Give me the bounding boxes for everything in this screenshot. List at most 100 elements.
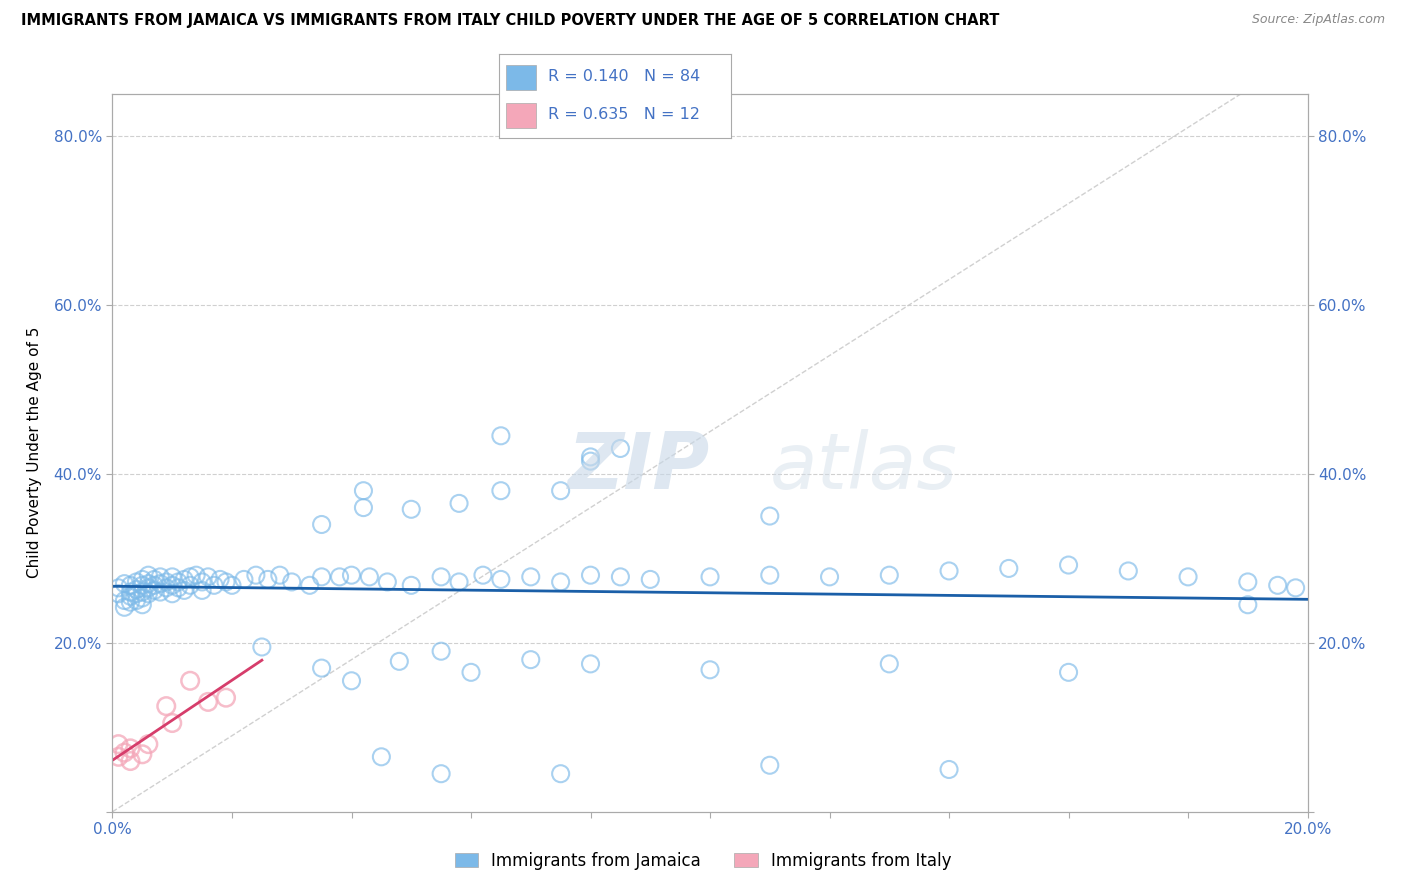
Point (162, 716, 183, 731)
Point (179, 673, 201, 688)
Point (114, 593, 135, 607)
Point (579, 568, 602, 582)
Point (138, 576, 160, 591)
Point (131, 747, 153, 762)
Point (179, 570, 201, 584)
FancyBboxPatch shape (506, 64, 536, 90)
Point (269, 568, 291, 582)
Point (1237, 598, 1260, 612)
Point (520, 653, 543, 667)
Text: ZIP: ZIP (567, 429, 709, 505)
Point (281, 574, 304, 589)
Point (138, 568, 160, 582)
Point (107, 587, 129, 601)
Point (699, 663, 721, 677)
Point (125, 574, 148, 589)
Point (120, 754, 142, 768)
Point (1267, 578, 1289, 592)
Point (114, 600, 135, 615)
Point (579, 657, 602, 671)
Point (138, 581, 160, 595)
Point (1057, 665, 1080, 680)
Point (120, 585, 142, 599)
Point (138, 737, 160, 751)
Point (401, 578, 423, 592)
Point (550, 483, 572, 498)
Point (162, 578, 183, 592)
Point (449, 496, 471, 510)
Point (186, 568, 208, 582)
Point (149, 585, 172, 599)
Point (1118, 564, 1140, 578)
Point (149, 570, 172, 584)
Point (879, 657, 901, 671)
Point (131, 578, 153, 592)
Point (114, 576, 135, 591)
Point (359, 570, 381, 584)
Point (489, 573, 512, 587)
Point (998, 561, 1021, 575)
Point (245, 568, 267, 582)
Text: atlas: atlas (770, 429, 957, 505)
Point (311, 517, 333, 532)
Point (167, 581, 190, 595)
Point (114, 746, 135, 760)
Point (120, 741, 142, 756)
Point (1285, 581, 1308, 595)
Point (472, 568, 495, 582)
Point (489, 429, 512, 443)
Point (197, 695, 219, 709)
Point (107, 737, 129, 751)
Point (143, 583, 166, 598)
Point (353, 500, 375, 515)
Point (155, 581, 177, 595)
Point (460, 665, 482, 680)
Point (155, 699, 177, 714)
Point (311, 570, 333, 584)
Point (579, 454, 602, 468)
Point (640, 573, 662, 587)
Point (120, 595, 142, 609)
Text: R = 0.140   N = 84: R = 0.140 N = 84 (548, 69, 700, 84)
Point (377, 574, 399, 589)
Point (143, 573, 166, 587)
Point (155, 574, 177, 589)
Point (233, 573, 256, 587)
Point (131, 585, 153, 599)
Point (579, 450, 602, 464)
Point (699, 570, 721, 584)
Point (759, 758, 782, 772)
Point (250, 640, 273, 654)
Point (120, 578, 142, 592)
Point (938, 564, 960, 578)
Point (107, 749, 129, 764)
Point (298, 578, 321, 592)
Point (215, 690, 238, 705)
Text: R = 0.635   N = 12: R = 0.635 N = 12 (548, 107, 700, 122)
FancyBboxPatch shape (506, 103, 536, 128)
Point (191, 583, 214, 598)
Point (257, 573, 280, 587)
Point (167, 574, 190, 589)
Point (430, 644, 453, 658)
Point (759, 509, 782, 524)
Point (162, 570, 183, 584)
Point (311, 661, 333, 675)
Point (162, 587, 183, 601)
Point (329, 570, 352, 584)
Point (125, 587, 148, 601)
Point (449, 574, 471, 589)
Point (131, 598, 153, 612)
Point (1177, 570, 1199, 584)
Point (388, 654, 411, 668)
Point (209, 573, 232, 587)
Point (520, 570, 543, 584)
Point (173, 573, 195, 587)
Point (173, 583, 195, 598)
Point (215, 574, 238, 589)
Point (938, 763, 960, 777)
Point (1057, 558, 1080, 572)
Point (759, 568, 782, 582)
Point (550, 574, 572, 589)
Point (143, 578, 166, 592)
